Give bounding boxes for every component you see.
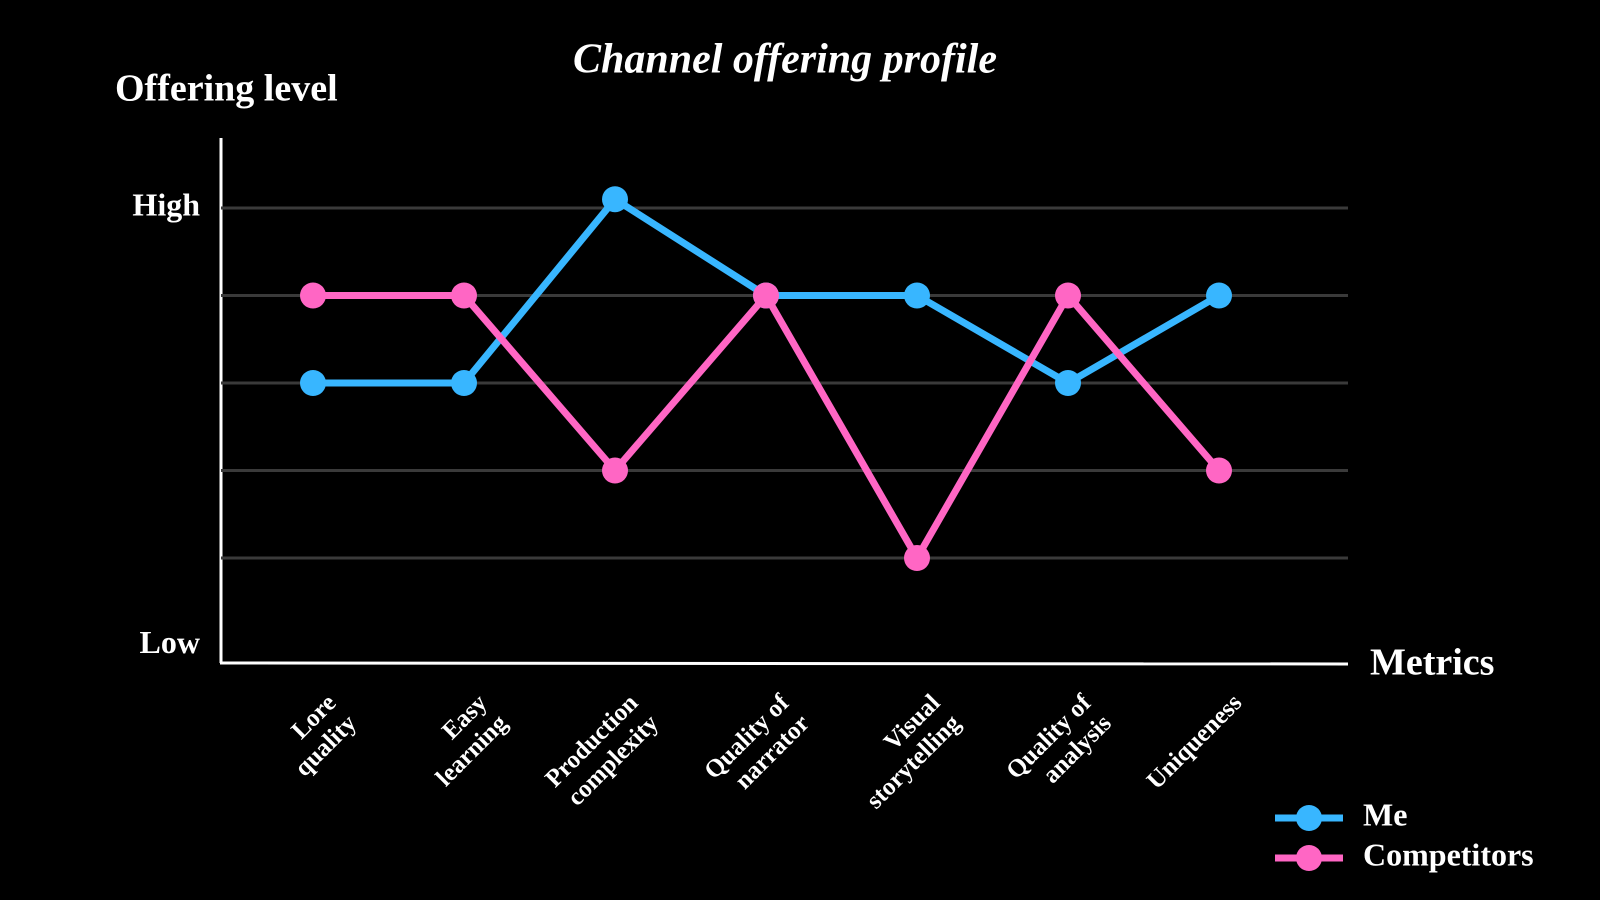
x-tick: Quality ofanalysis — [1001, 689, 1117, 805]
x-tick-label: Uniqueness — [1142, 689, 1248, 795]
point — [1206, 282, 1232, 309]
point — [602, 457, 628, 484]
x-tick: Easylearning — [410, 689, 513, 792]
legend-marker — [1296, 805, 1322, 831]
x-tick-label: Easylearning — [410, 689, 513, 792]
x-tick: Visualstorytelling — [841, 689, 966, 814]
y-tick-label: Low — [140, 624, 200, 660]
x-tick: Productioncomplexity — [540, 689, 664, 813]
point — [451, 282, 477, 309]
x-tick: Quality ofnarrator — [699, 689, 815, 805]
point — [904, 282, 930, 309]
x-tick-label: Lorequality — [269, 689, 362, 782]
series-line — [313, 292, 1222, 562]
x-tick: Lorequality — [269, 689, 362, 782]
point — [1055, 282, 1081, 309]
point — [1055, 370, 1081, 396]
point — [451, 370, 477, 396]
point — [904, 545, 930, 571]
legend-label: Me — [1363, 796, 1407, 832]
point — [602, 186, 628, 213]
x-tick-label: Visualstorytelling — [841, 689, 966, 814]
point — [300, 282, 326, 309]
x-tick-label: Quality ofanalysis — [1001, 689, 1117, 805]
x-axis — [219, 661, 1349, 666]
legend-marker — [1296, 845, 1322, 871]
point — [753, 282, 779, 309]
point — [1206, 457, 1232, 484]
y-axis-label: Offering level — [115, 68, 338, 110]
x-axis-label: Metrics — [1370, 642, 1494, 684]
x-tick-label: Quality ofnarrator — [699, 689, 815, 805]
x-tick: Uniqueness — [1142, 689, 1248, 795]
chart-title: Channel offering profile — [573, 37, 997, 83]
x-tick-label: Productioncomplexity — [540, 689, 664, 813]
y-tick-label: High — [132, 186, 200, 222]
legend-label: Competitors — [1363, 836, 1534, 872]
point — [300, 370, 326, 396]
